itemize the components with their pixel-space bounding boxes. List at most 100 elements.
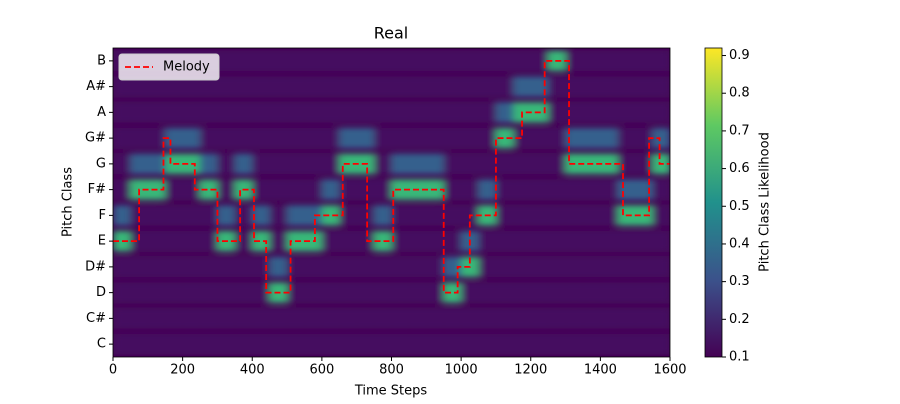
heatmap-cell <box>565 230 584 252</box>
heatmap-cell <box>374 230 392 252</box>
heatmap-cell <box>130 308 149 329</box>
heatmap-cell <box>269 230 288 252</box>
y-tick-label: A# <box>86 79 106 94</box>
heatmap-cell <box>165 205 184 226</box>
heatmap-cell <box>582 76 601 97</box>
heatmap-cell <box>513 282 532 303</box>
heatmap-cell <box>165 282 184 303</box>
colorbar-tick-label: 0.2 <box>729 312 750 327</box>
heatmap-cell <box>565 282 584 303</box>
heatmap-cell <box>652 282 670 303</box>
heatmap-cell <box>182 256 201 278</box>
heatmap-cell <box>287 76 305 97</box>
heatmap-cell <box>252 76 271 97</box>
heatmap-cell <box>304 153 323 175</box>
heatmap-cell <box>495 179 514 200</box>
heatmap-cell <box>217 179 236 200</box>
heatmap-cell <box>617 230 636 252</box>
heatmap-cell <box>391 256 410 278</box>
heatmap-cell <box>269 308 288 329</box>
heatmap-cell <box>234 153 253 175</box>
y-tick-label: B <box>97 53 106 68</box>
heatmap-cell <box>339 282 358 303</box>
heatmap-cell <box>513 153 532 175</box>
heatmap-cell <box>548 256 567 278</box>
heatmap-cell <box>652 102 670 123</box>
heatmap-cell <box>478 102 497 123</box>
heatmap-cell <box>304 256 323 278</box>
heatmap-cell <box>635 179 654 200</box>
heatmap-cell <box>635 102 654 123</box>
heatmap-cell <box>252 102 271 123</box>
heatmap-cell <box>269 153 288 175</box>
heatmap-cell <box>478 230 497 252</box>
heatmap-cell <box>391 282 410 303</box>
heatmap-cell <box>582 230 601 252</box>
heatmap-cell <box>269 76 288 97</box>
heatmap-cell <box>461 282 480 303</box>
heatmap-cell <box>513 256 532 278</box>
heatmap-cell <box>408 127 427 149</box>
heatmap-cell <box>339 179 358 200</box>
heatmap-cell <box>565 127 584 149</box>
heatmap-cell <box>182 230 201 252</box>
heatmap-cell <box>426 127 445 149</box>
heatmap-cell <box>478 308 497 329</box>
heatmap-cell <box>356 76 375 97</box>
x-axis-label: Time Steps <box>354 384 428 399</box>
heatmap-cell <box>113 282 131 303</box>
heatmap-cell <box>408 50 427 72</box>
heatmap-cell <box>113 179 131 200</box>
heatmap-cell <box>391 153 410 175</box>
heatmap-cell <box>443 50 462 72</box>
heatmap-cell <box>495 333 514 355</box>
heatmap-cell <box>426 205 445 226</box>
heatmap-cell <box>147 282 166 303</box>
heatmap-cell <box>617 333 636 355</box>
heatmap-cell <box>461 153 480 175</box>
heatmap-cell <box>513 230 532 252</box>
heatmap-cell <box>287 205 305 226</box>
heatmap-cell <box>287 102 305 123</box>
legend-box <box>118 53 220 81</box>
heatmap-cell <box>287 179 305 200</box>
heatmap-cell <box>565 205 584 226</box>
heatmap-cell <box>356 256 375 278</box>
heatmap-cell <box>443 256 462 278</box>
heatmap-cell <box>339 205 358 226</box>
heatmap-cell <box>147 127 166 149</box>
heatmap-cell <box>252 179 271 200</box>
heatmap-cell <box>269 256 288 278</box>
heatmap-cell <box>635 76 654 97</box>
heatmap-cell <box>321 282 340 303</box>
heatmap-cell <box>443 333 462 355</box>
heatmap-cell <box>339 256 358 278</box>
heatmap-cell <box>600 179 619 200</box>
heatmap-cell <box>443 308 462 329</box>
heatmap-cell <box>113 127 131 149</box>
heatmap-cell <box>234 308 253 329</box>
heatmap-cell <box>582 256 601 278</box>
heatmap-cell <box>391 50 410 72</box>
heatmap-cell <box>147 205 166 226</box>
heatmap-cell <box>600 308 619 329</box>
heatmap-cell <box>287 50 305 72</box>
heatmap-cell <box>374 102 392 123</box>
heatmap-cell <box>461 102 480 123</box>
heatmap-cell <box>391 127 410 149</box>
heatmap-cell <box>374 76 392 97</box>
heatmap-cell <box>304 282 323 303</box>
heatmap-cell <box>113 205 131 226</box>
heatmap-cell <box>548 127 567 149</box>
heatmap-cell <box>582 308 601 329</box>
heatmap-cell <box>130 127 149 149</box>
heatmap-cell <box>513 333 532 355</box>
x-tick-label: 1600 <box>653 363 686 378</box>
heatmap-cell <box>426 76 445 97</box>
colorbar-tick-label: 0.3 <box>729 274 750 289</box>
heatmap-cell <box>652 333 670 355</box>
colorbar-tick-label: 0.9 <box>729 48 750 63</box>
heatmap-cell <box>182 127 201 149</box>
heatmap-cell <box>461 179 480 200</box>
